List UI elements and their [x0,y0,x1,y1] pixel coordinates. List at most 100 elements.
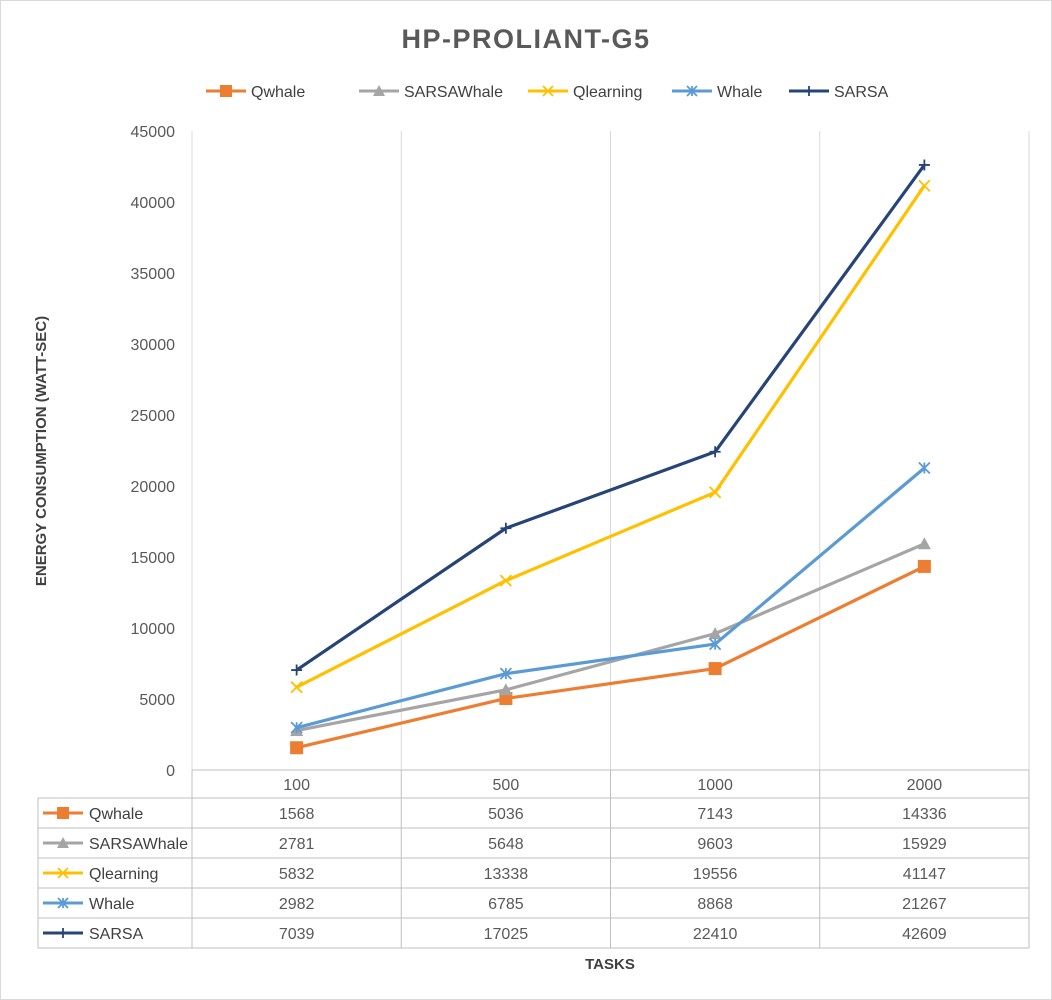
data-point [291,664,303,676]
table-legend-marker-icon [57,897,69,909]
data-point [709,446,721,458]
y-axis-ticks: 0 5000 10000 15000 20000 25000 30000 35000 40000… [131,124,176,780]
data-point [918,461,931,475]
table-cell: 7039 [279,926,315,943]
legend-item-sarsa: SARSA [789,84,889,101]
data-point [290,681,303,694]
x-tick-label: 500 [493,777,520,794]
data-point [917,559,931,573]
data-point [708,662,722,676]
table-cell: 41147 [903,866,946,883]
table-cell: 1568 [279,806,315,823]
table-row-whale: Whale 2982 6785 8868 21267 [43,896,947,913]
table-cell: 7143 [697,806,733,823]
series-whale [290,461,931,734]
table-row-label: Qlearning [89,866,158,883]
series-line [296,466,926,730]
data-point [499,574,513,587]
table-legend-marker-icon [57,837,69,848]
table-cell: 13338 [484,866,529,883]
gridlines [191,131,1030,770]
series-line [295,184,926,689]
table-cell: 5036 [488,806,524,823]
data-point [499,683,513,696]
legend-item-qlearning: Qlearning [528,84,642,101]
y-tick-label: 0 [166,763,175,780]
series-line [295,164,926,672]
legend-item-sarsawhale: SARSAWhale [359,84,503,101]
legend-item-whale: Whale [672,84,762,101]
table-legend-marker-icon [57,867,69,879]
data-point [918,179,931,192]
table-cell: 9603 [697,836,733,853]
legend-label: Qwhale [251,84,305,101]
table-row-sarsawhale: SARSAWhale 2781 5648 9603 15929 [43,836,947,853]
table-legend-marker-icon [57,807,69,819]
x-tick-label: 2000 [907,777,943,794]
y-tick-label: 35000 [131,266,176,283]
y-tick-label: 45000 [131,124,176,141]
table-row-label: Whale [89,896,134,913]
data-point [918,159,930,171]
table-row-label: SARSA [89,926,144,943]
series-sarsa [291,159,930,676]
table-cell: 5648 [488,836,524,853]
legend-marker-icon [373,85,385,96]
y-tick-label: 25000 [131,408,176,425]
data-point [290,721,303,734]
legend-marker-icon [804,86,814,96]
data-point [290,741,304,755]
x-axis-title: TASKS [585,956,635,973]
table-row-label: Qwhale [89,806,143,823]
table-cell: 2781 [279,836,315,853]
x-tick-label: 1000 [697,777,733,794]
table-row-qlearning: Qlearning 5832 13338 19556 41147 [43,866,946,883]
table-cell: 17025 [484,926,529,943]
x-tick-label: 100 [283,777,310,794]
legend-marker-icon [686,85,698,97]
legend-label: Whale [717,84,762,101]
y-tick-label: 10000 [131,621,176,638]
data-point [917,537,931,550]
data-point [500,522,512,534]
legend-marker-icon [220,85,232,97]
table-row-label: SARSAWhale [89,836,188,853]
table-cell: 42609 [902,926,947,943]
table-row-qwhale: Qwhale 1568 5036 7143 14336 [43,806,947,823]
data-point [708,627,722,640]
table-cell: 2982 [279,896,315,913]
y-tick-label: 20000 [131,479,176,496]
legend-marker-icon [542,85,554,97]
table-legend-marker-icon [58,928,68,938]
data-table: 100 500 1000 2000 Qwhale 1568 5036 7143 14336 SAR… [37,769,1030,949]
y-tick-label: 15000 [131,550,176,567]
series-line [296,564,926,750]
series-qwhale [290,559,931,755]
series-qlearning [290,179,931,694]
data-point [708,486,722,499]
y-tick-label: 5000 [139,692,175,709]
table-cell: 14336 [902,806,947,823]
legend-label: SARSA [834,84,889,101]
legend: Qwhale SARSAWhale Qlearning Whale SARSA [206,84,889,101]
data-point [499,667,513,680]
table-cell: 21267 [902,896,947,913]
series-lines [290,159,931,755]
legend-label: SARSAWhale [404,84,503,101]
data-point [708,637,722,651]
table-cell: 19556 [693,866,738,883]
table-cell: 22410 [693,926,738,943]
table-cell: 15929 [902,836,947,853]
series-line [296,542,926,733]
legend-item-qwhale: Qwhale [206,84,305,101]
table-row-sarsa: SARSA 7039 17025 22410 42609 [43,926,947,943]
y-tick-label: 30000 [131,337,176,354]
chart-title: HP-PROLIANT-G5 [401,24,650,54]
y-axis-title: ENERGY CONSUMPTION (WATT-SEC) [33,316,50,586]
table-cell: 6785 [488,896,524,913]
legend-label: Qlearning [573,84,642,101]
y-tick-label: 40000 [131,195,176,212]
series-sarsawhale [290,537,931,737]
